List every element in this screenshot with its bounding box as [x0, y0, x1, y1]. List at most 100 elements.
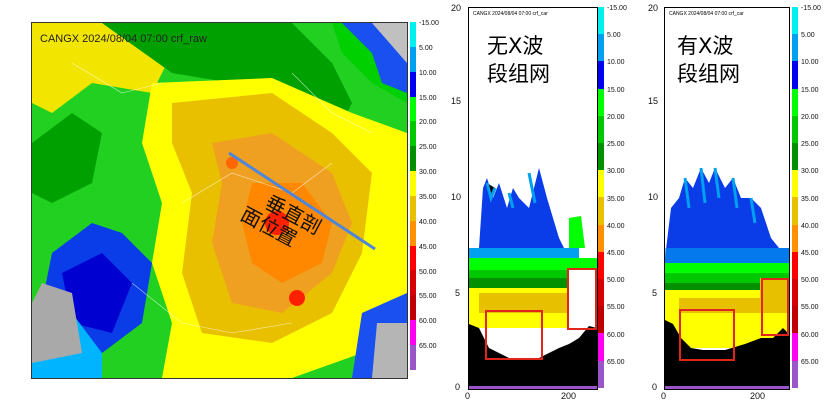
- colorbar-tick-label: 5.00: [607, 32, 621, 40]
- colorbar-tick-label: 50.00: [801, 277, 819, 285]
- colorbar-tick-label: 15.00: [801, 86, 819, 94]
- p2-ytick-5: 5: [652, 288, 658, 298]
- p2-ytick-0: 0: [652, 382, 658, 392]
- colorbar-segment: [598, 360, 604, 388]
- colorbar-segment: [410, 146, 416, 172]
- colorbar-tick-label: 40.00: [419, 218, 437, 226]
- colorbar-tick-label: -15.00: [607, 5, 627, 12]
- p1-ytick-5: 5: [455, 288, 461, 298]
- colorbar-tick-label: 20.00: [607, 113, 625, 121]
- profile-1-label-line-2: 段组网: [487, 62, 550, 86]
- colorbar-tick-label: 50.00: [419, 268, 437, 276]
- colorbar-segment: [598, 224, 604, 252]
- colorbar-tick-label: 65.00: [419, 343, 437, 351]
- highlight-box-left: [485, 310, 543, 360]
- profile-1-colorbar: [598, 7, 604, 388]
- colorbar-segment: [792, 197, 798, 225]
- colorbar-segment: [792, 224, 798, 252]
- colorbar-tick-label: 25.00: [419, 144, 437, 152]
- colorbar-segment: [598, 115, 604, 144]
- colorbar-segment: [410, 270, 416, 296]
- profile-2-label-line-1: 有X波: [677, 34, 734, 58]
- colorbar-tick-label: 20.00: [801, 113, 819, 121]
- colorbar-segment: [598, 279, 604, 307]
- colorbar-tick-label: 5.00: [801, 32, 815, 40]
- colorbar-tick-label: 30.00: [607, 168, 625, 176]
- profile-panel-no-x-band: CANGX 2024/08/04 07:00 crf_car 无X波 段组网: [468, 7, 598, 390]
- colorbar-segment: [598, 88, 604, 116]
- section-line: [228, 151, 376, 251]
- highlight-box-right: [567, 268, 597, 330]
- colorbar-segment: [410, 171, 416, 196]
- colorbar-tick-label: 15.00: [607, 86, 625, 94]
- p2-ytick-20: 20: [648, 3, 659, 13]
- p1-ytick-15: 15: [451, 96, 462, 106]
- profile-2-title: CANGX 2024/08/04 07:00 crf_car: [669, 11, 744, 17]
- colorbar-tick-label: 35.00: [419, 194, 437, 201]
- profile-2-label-line-2: 段组网: [677, 62, 740, 86]
- colorbar-tick-label: -15.00: [419, 20, 439, 27]
- colorbar-segment: [598, 197, 604, 225]
- colorbar-tick-label: 40.00: [801, 222, 819, 230]
- p2-xtick-200: 200: [750, 391, 766, 401]
- p1-ytick-0: 0: [455, 382, 461, 392]
- colorbar-segment: [410, 22, 416, 47]
- profile-panel-with-x-band: CANGX 2024/08/04 07:00 crf_car 有X波 段组网: [664, 7, 790, 390]
- colorbar-tick-label: 10.00: [419, 69, 437, 77]
- colorbar-segment: [410, 71, 416, 97]
- p1-xtick-200: 200: [561, 391, 577, 401]
- colorbar-segment: [598, 170, 604, 198]
- map-title: CANGX 2024/08/04 07:00 crf_raw: [40, 33, 207, 45]
- colorbar-segment: [792, 61, 798, 89]
- colorbar-segment: [792, 143, 798, 171]
- colorbar-tick-label: 35.00: [607, 195, 625, 203]
- colorbar-segment: [598, 306, 604, 334]
- p2-ytick-15: 15: [648, 96, 659, 106]
- colorbar-segment: [792, 306, 798, 334]
- colorbar-tick-label: 45.00: [419, 243, 437, 251]
- colorbar-segment: [792, 333, 798, 361]
- colorbar-tick-label: 40.00: [607, 222, 625, 230]
- profile-1-title: CANGX 2024/08/04 07:00 crf_car: [473, 11, 548, 17]
- colorbar-tick-label: 55.00: [607, 304, 625, 312]
- colorbar-tick-label: 55.00: [419, 293, 437, 301]
- colorbar-segment: [598, 143, 604, 171]
- profile-2-colorbar: [792, 7, 798, 388]
- profile-1-label-line-1: 无X波: [487, 34, 544, 58]
- colorbar-segment: [410, 46, 416, 72]
- profile-1-label: 无X波 段组网: [487, 32, 550, 88]
- colorbar-segment: [410, 245, 416, 271]
- colorbar-tick-label: 5.00: [419, 44, 433, 52]
- reflectivity-map: [32, 23, 407, 378]
- colorbar-segment: [598, 34, 604, 62]
- colorbar-segment: [792, 88, 798, 116]
- colorbar-segment: [598, 251, 604, 280]
- colorbar-segment: [792, 251, 798, 280]
- colorbar-tick-label: 45.00: [801, 249, 819, 257]
- p1-xtick-0: 0: [465, 391, 471, 401]
- colorbar-tick-label: 30.00: [419, 169, 437, 177]
- colorbar-segment: [410, 220, 416, 246]
- colorbar-tick-label: 10.00: [801, 59, 819, 67]
- colorbar-tick-label: 60.00: [419, 318, 437, 326]
- colorbar-segment: [598, 61, 604, 89]
- map-colorbar: [410, 22, 416, 370]
- colorbar-tick-label: 65.00: [607, 358, 625, 366]
- colorbar-tick-label: -15.00: [801, 5, 821, 12]
- colorbar-tick-label: 60.00: [801, 331, 819, 339]
- colorbar-segment: [410, 295, 416, 321]
- radar-map-panel: CANGX 2024/08/04 07:00 crf_raw 垂直剖 面位置: [31, 22, 408, 379]
- colorbar-segment: [792, 7, 798, 35]
- colorbar-segment: [792, 115, 798, 144]
- p2-ytick-10: 10: [648, 192, 659, 202]
- colorbar-segment: [792, 34, 798, 62]
- highlight-box-right: [761, 278, 789, 336]
- colorbar-segment: [598, 7, 604, 35]
- colorbar-segment: [410, 96, 416, 122]
- colorbar-tick-label: 25.00: [801, 141, 819, 149]
- profile-image: [665, 167, 789, 389]
- colorbar-tick-label: 25.00: [607, 141, 625, 149]
- colorbar-tick-label: 15.00: [419, 94, 437, 102]
- colorbar-segment: [792, 360, 798, 388]
- colorbar-tick-label: 35.00: [801, 195, 819, 203]
